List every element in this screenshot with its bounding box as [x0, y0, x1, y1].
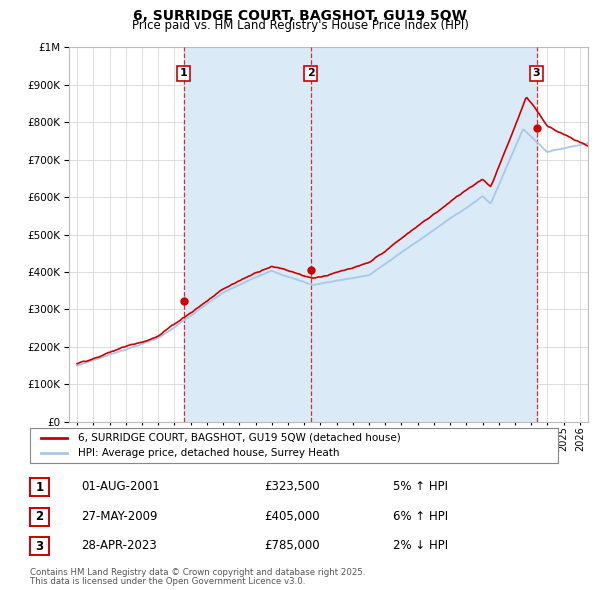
Text: 2: 2 [307, 68, 314, 78]
Text: 6, SURRIDGE COURT, BAGSHOT, GU19 5QW (detached house): 6, SURRIDGE COURT, BAGSHOT, GU19 5QW (de… [77, 432, 400, 442]
Text: £785,000: £785,000 [264, 539, 320, 552]
Text: 1: 1 [180, 68, 188, 78]
Text: 3: 3 [35, 540, 44, 553]
Text: 28-APR-2023: 28-APR-2023 [81, 539, 157, 552]
Text: 3: 3 [533, 68, 541, 78]
Text: £323,500: £323,500 [264, 480, 320, 493]
Text: Price paid vs. HM Land Registry's House Price Index (HPI): Price paid vs. HM Land Registry's House … [131, 19, 469, 32]
Text: Contains HM Land Registry data © Crown copyright and database right 2025.: Contains HM Land Registry data © Crown c… [30, 568, 365, 577]
Text: 27-MAY-2009: 27-MAY-2009 [81, 510, 157, 523]
Text: 5% ↑ HPI: 5% ↑ HPI [393, 480, 448, 493]
Text: This data is licensed under the Open Government Licence v3.0.: This data is licensed under the Open Gov… [30, 577, 305, 586]
Text: 6% ↑ HPI: 6% ↑ HPI [393, 510, 448, 523]
Text: 1: 1 [35, 481, 44, 494]
Text: £405,000: £405,000 [264, 510, 320, 523]
Text: 2: 2 [35, 510, 44, 523]
Text: 6, SURRIDGE COURT, BAGSHOT, GU19 5QW: 6, SURRIDGE COURT, BAGSHOT, GU19 5QW [133, 9, 467, 23]
Text: 2% ↓ HPI: 2% ↓ HPI [393, 539, 448, 552]
Bar [184, 47, 536, 422]
Text: HPI: Average price, detached house, Surrey Heath: HPI: Average price, detached house, Surr… [77, 448, 339, 458]
Text: 01-AUG-2001: 01-AUG-2001 [81, 480, 160, 493]
